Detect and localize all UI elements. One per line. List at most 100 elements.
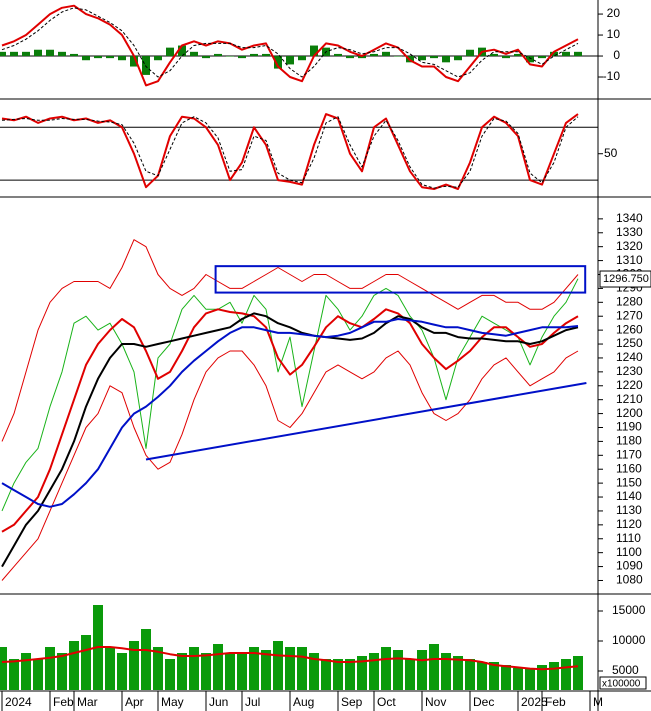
bar [334,53,342,57]
bar [466,49,474,57]
trend-line [145,381,587,461]
bar [298,56,306,61]
bar [58,51,66,57]
bar [502,56,510,59]
y-tick-label: 15000 [612,603,646,617]
bar [178,45,186,57]
bar [297,646,307,690]
series-line [1,308,579,533]
bar [201,652,211,690]
x-tick-label: Apr [125,695,144,709]
bar [262,53,270,57]
bar [10,51,18,57]
x-tick-label: Nov [425,695,446,709]
bar [165,658,175,690]
bar [118,56,126,61]
bar [538,56,546,59]
y-tick-label: 1100 [616,545,642,559]
y-tick-label: 1330 [616,225,643,239]
bar [177,652,187,690]
bar [81,635,91,690]
y-tick-label: 50 [604,146,618,160]
bar [238,56,246,59]
y-tick-label: 1180 [616,434,642,448]
bar [70,53,78,57]
range-box [214,265,587,294]
bar [394,56,402,57]
bar [526,56,534,63]
y-tick-label: 1150 [616,475,642,489]
bar [285,646,295,690]
x-tick-label: Jul [245,695,260,709]
y-tick-label: 1130 [616,503,642,517]
y-tick-label: 1140 [616,489,642,503]
y-tick-label: 1250 [616,336,643,350]
bar [9,658,19,690]
bar [537,664,547,690]
bar [418,56,426,61]
series-line [1,318,579,508]
y-tick-label: 1310 [616,253,643,267]
bar [382,51,390,57]
series-line [1,646,579,671]
bar [130,56,138,67]
bar [34,49,42,57]
series-line [1,116,579,189]
y-tick-label: 10 [607,27,621,41]
bar [94,56,102,59]
bar [393,649,403,690]
y-tick-label: 1170 [616,447,642,461]
bar [0,51,6,57]
bar [465,658,475,690]
y-tick-label: 1280 [616,294,643,308]
bar [237,652,247,690]
y-tick-label: 1230 [616,364,643,378]
bar [225,652,235,690]
bar [213,643,223,690]
bar [525,667,535,690]
bar [166,47,174,57]
series-line [1,239,579,442]
bar [214,53,222,57]
bar [46,49,54,57]
x-tick-label: Feb [545,695,566,709]
x-tick-label: Aug [293,695,314,709]
bar [286,56,294,65]
bar [514,53,522,57]
y-tick-label: 1220 [616,378,643,392]
bar [69,641,79,690]
x-tick-label: Mar [77,695,98,709]
last-price-label: 1296.750 [603,273,649,285]
unit-box [599,676,647,690]
last-price-box [599,270,651,288]
bar [154,56,162,61]
bar [82,56,90,61]
x-tick-label: 2025 [521,695,548,709]
x-tick-label: Dec [473,695,494,709]
bar [21,652,31,690]
y-tick-label: 1340 [616,211,643,225]
bar [129,641,139,690]
bar [106,56,114,59]
bar [574,51,582,57]
bar [490,53,498,57]
bar [141,629,151,690]
x-tick-label: Oct [377,695,396,709]
bar [57,652,67,690]
y-tick-label: 1210 [616,392,643,406]
bar [489,661,499,690]
bar [333,658,343,690]
bar [430,56,438,59]
bar [477,661,487,690]
y-tick-label: 20 [607,6,621,20]
y-tick-label: 0 [613,48,620,62]
y-tick-label: 1200 [616,406,643,420]
bar [550,51,558,57]
y-tick-label: 1260 [616,322,643,336]
bar [381,646,391,690]
bar [22,51,30,57]
y-tick-label: 1320 [616,239,643,253]
unit-label: x100000 [602,679,641,690]
